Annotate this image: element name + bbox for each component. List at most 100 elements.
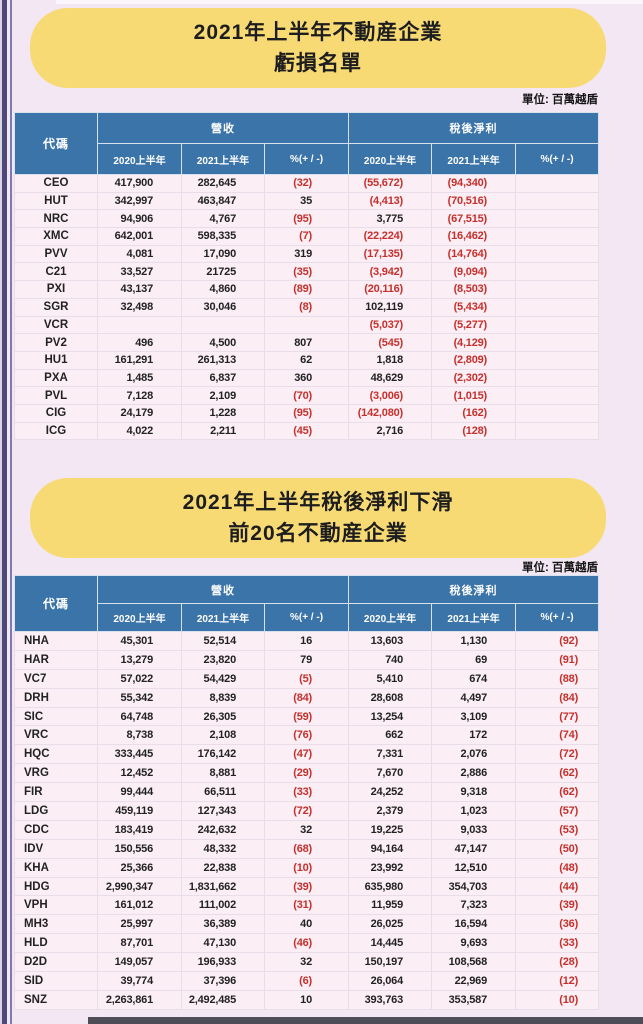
table-row: VC7 57,022 54,429 (5) 5,410 674 (88)	[14, 668, 600, 689]
value-cell: (20,116)	[348, 280, 433, 299]
company-code-cell: CEO	[14, 174, 98, 193]
value-cell: 342,997	[97, 191, 182, 211]
value-cell: 9,693	[431, 933, 517, 954]
table-row: MH3 25,997 36,389 40 26,025 16,594 (36)	[14, 914, 600, 935]
company-code-cell: HU1	[14, 350, 98, 370]
table-row: HUT 342,997 463,847 35 (4,413) (70,516)	[14, 191, 600, 211]
value-cell: (76)	[263, 725, 350, 746]
table-row: ICG 4,022 2,211 (45) 2,716 (128)	[14, 421, 600, 441]
col-header-revenue-2021: 2021上半年	[181, 143, 265, 175]
value-cell: (33)	[263, 782, 350, 803]
value-cell: 127,343	[181, 801, 265, 821]
value-cell: 1,023	[431, 801, 517, 821]
value-cell: 26,025	[348, 914, 433, 935]
value-cell: (3,942)	[348, 262, 433, 282]
value-cell: 261,313	[181, 350, 265, 370]
value-cell: 150,197	[348, 952, 433, 973]
section1-title-banner: 2021年上半年不動産企業 虧損名單	[30, 8, 606, 88]
company-code-cell: CDC	[14, 819, 98, 840]
value-cell	[515, 368, 600, 388]
col-header-profit-2020: 2020上半年	[348, 143, 433, 175]
col-group-revenue: 營收	[96, 575, 350, 604]
table-row: D2D 149,057 196,933 32 150,197 108,568 (28)	[14, 952, 600, 973]
value-cell: 94,164	[348, 838, 433, 859]
top-edge-strip	[56, 0, 643, 4]
left-border-stripe	[10, 0, 12, 1024]
company-code-cell: MH3	[14, 914, 98, 935]
value-cell	[515, 386, 600, 405]
value-cell: 7,128	[97, 386, 182, 405]
value-cell: 13,603	[348, 631, 433, 651]
value-cell: (2,302)	[431, 368, 517, 388]
value-cell: 48,332	[181, 838, 265, 859]
value-cell: 102,119	[348, 297, 433, 317]
value-cell: (84)	[515, 687, 600, 708]
value-cell: (545)	[348, 333, 433, 352]
company-code-cell: SGR	[14, 297, 98, 317]
value-cell: (29)	[263, 763, 350, 784]
col-group-net-profit: 稅後淨利	[348, 112, 600, 144]
value-cell: 674	[431, 668, 517, 689]
table-row: PXI 43,137 4,860 (89) (20,116) (8,503)	[14, 280, 600, 299]
table-header: 代碼 營收 稅後淨利 2020上半年 2021上半年 %(+ / -) 2020…	[14, 112, 600, 175]
value-cell: (59)	[263, 706, 350, 727]
value-cell: 740	[348, 649, 433, 670]
value-cell: (70,516)	[431, 191, 517, 211]
value-cell: 32,498	[97, 297, 182, 317]
section2-unit-label: 單位: 百萬越盾	[521, 562, 598, 574]
company-code-cell: ICG	[14, 421, 98, 441]
value-cell: (62)	[515, 763, 600, 784]
table-row: VRC 8,738 2,108 (76) 662 172 (74)	[14, 725, 600, 746]
value-cell: 32	[263, 819, 350, 840]
table-row: PV2 496 4,500 807 (545) (4,129)	[14, 333, 600, 352]
value-cell: 1,485	[97, 368, 182, 388]
table-row: VCR (5,037) (5,277)	[14, 315, 600, 335]
table-header: 代碼 營收 稅後淨利 2020上半年 2021上半年 %(+ / -) 2020…	[14, 575, 600, 632]
value-cell: 79	[263, 649, 350, 670]
value-cell: 32	[263, 952, 350, 973]
value-cell	[181, 315, 265, 335]
value-cell: (74)	[515, 725, 600, 746]
company-code-cell: HQC	[14, 744, 98, 765]
col-header-revenue-2020: 2020上半年	[97, 143, 182, 175]
profit-decline-table: 代碼 營收 稅後淨利 2020上半年 2021上半年 %(+ / -) 2020…	[14, 575, 600, 1010]
value-cell: (32)	[263, 174, 350, 193]
value-cell: 2,076	[431, 744, 517, 765]
value-cell: 635,980	[348, 876, 433, 897]
value-cell: 4,022	[97, 421, 182, 441]
section2-title-line1: 2021年上半年稅後淨利下滑	[182, 490, 454, 514]
value-cell: (8,503)	[431, 280, 517, 299]
company-code-cell: PV2	[14, 333, 98, 352]
value-cell: 242,632	[181, 819, 265, 840]
value-cell: 8,738	[97, 725, 182, 746]
value-cell: 87,701	[97, 933, 182, 954]
company-code-cell: PXA	[14, 368, 98, 388]
value-cell	[515, 333, 600, 352]
value-cell: 7,331	[348, 744, 433, 765]
table-row: CEO 417,900 282,645 (32) (55,672) (94,340)	[14, 174, 600, 193]
section1-title-line2: 虧損名單	[274, 52, 362, 75]
value-cell: (33)	[515, 933, 600, 954]
value-cell: 807	[263, 333, 350, 352]
value-cell	[515, 315, 600, 335]
value-cell: (53)	[515, 819, 600, 840]
value-cell	[515, 297, 600, 317]
value-cell: (84)	[263, 687, 350, 708]
value-cell: (44)	[515, 876, 600, 897]
value-cell: 1,130	[431, 631, 517, 651]
company-code-cell: PVV	[14, 244, 98, 264]
left-border-stripe	[0, 0, 2, 1024]
value-cell: 19,225	[348, 819, 433, 840]
col-header-profit-2021: 2021上半年	[431, 603, 517, 632]
value-cell: 8,839	[181, 687, 265, 708]
value-cell: 353,587	[431, 989, 517, 1010]
company-code-cell: LDG	[14, 801, 98, 821]
col-header-revenue-pct: %(+ / -)	[263, 143, 350, 175]
value-cell: (162)	[431, 403, 517, 423]
value-cell: 2,716	[348, 421, 433, 441]
value-cell: (10)	[515, 989, 600, 1010]
value-cell: 1,818	[348, 350, 433, 370]
value-cell	[515, 350, 600, 370]
company-code-cell: HAR	[14, 649, 98, 670]
value-cell: (50)	[515, 838, 600, 859]
